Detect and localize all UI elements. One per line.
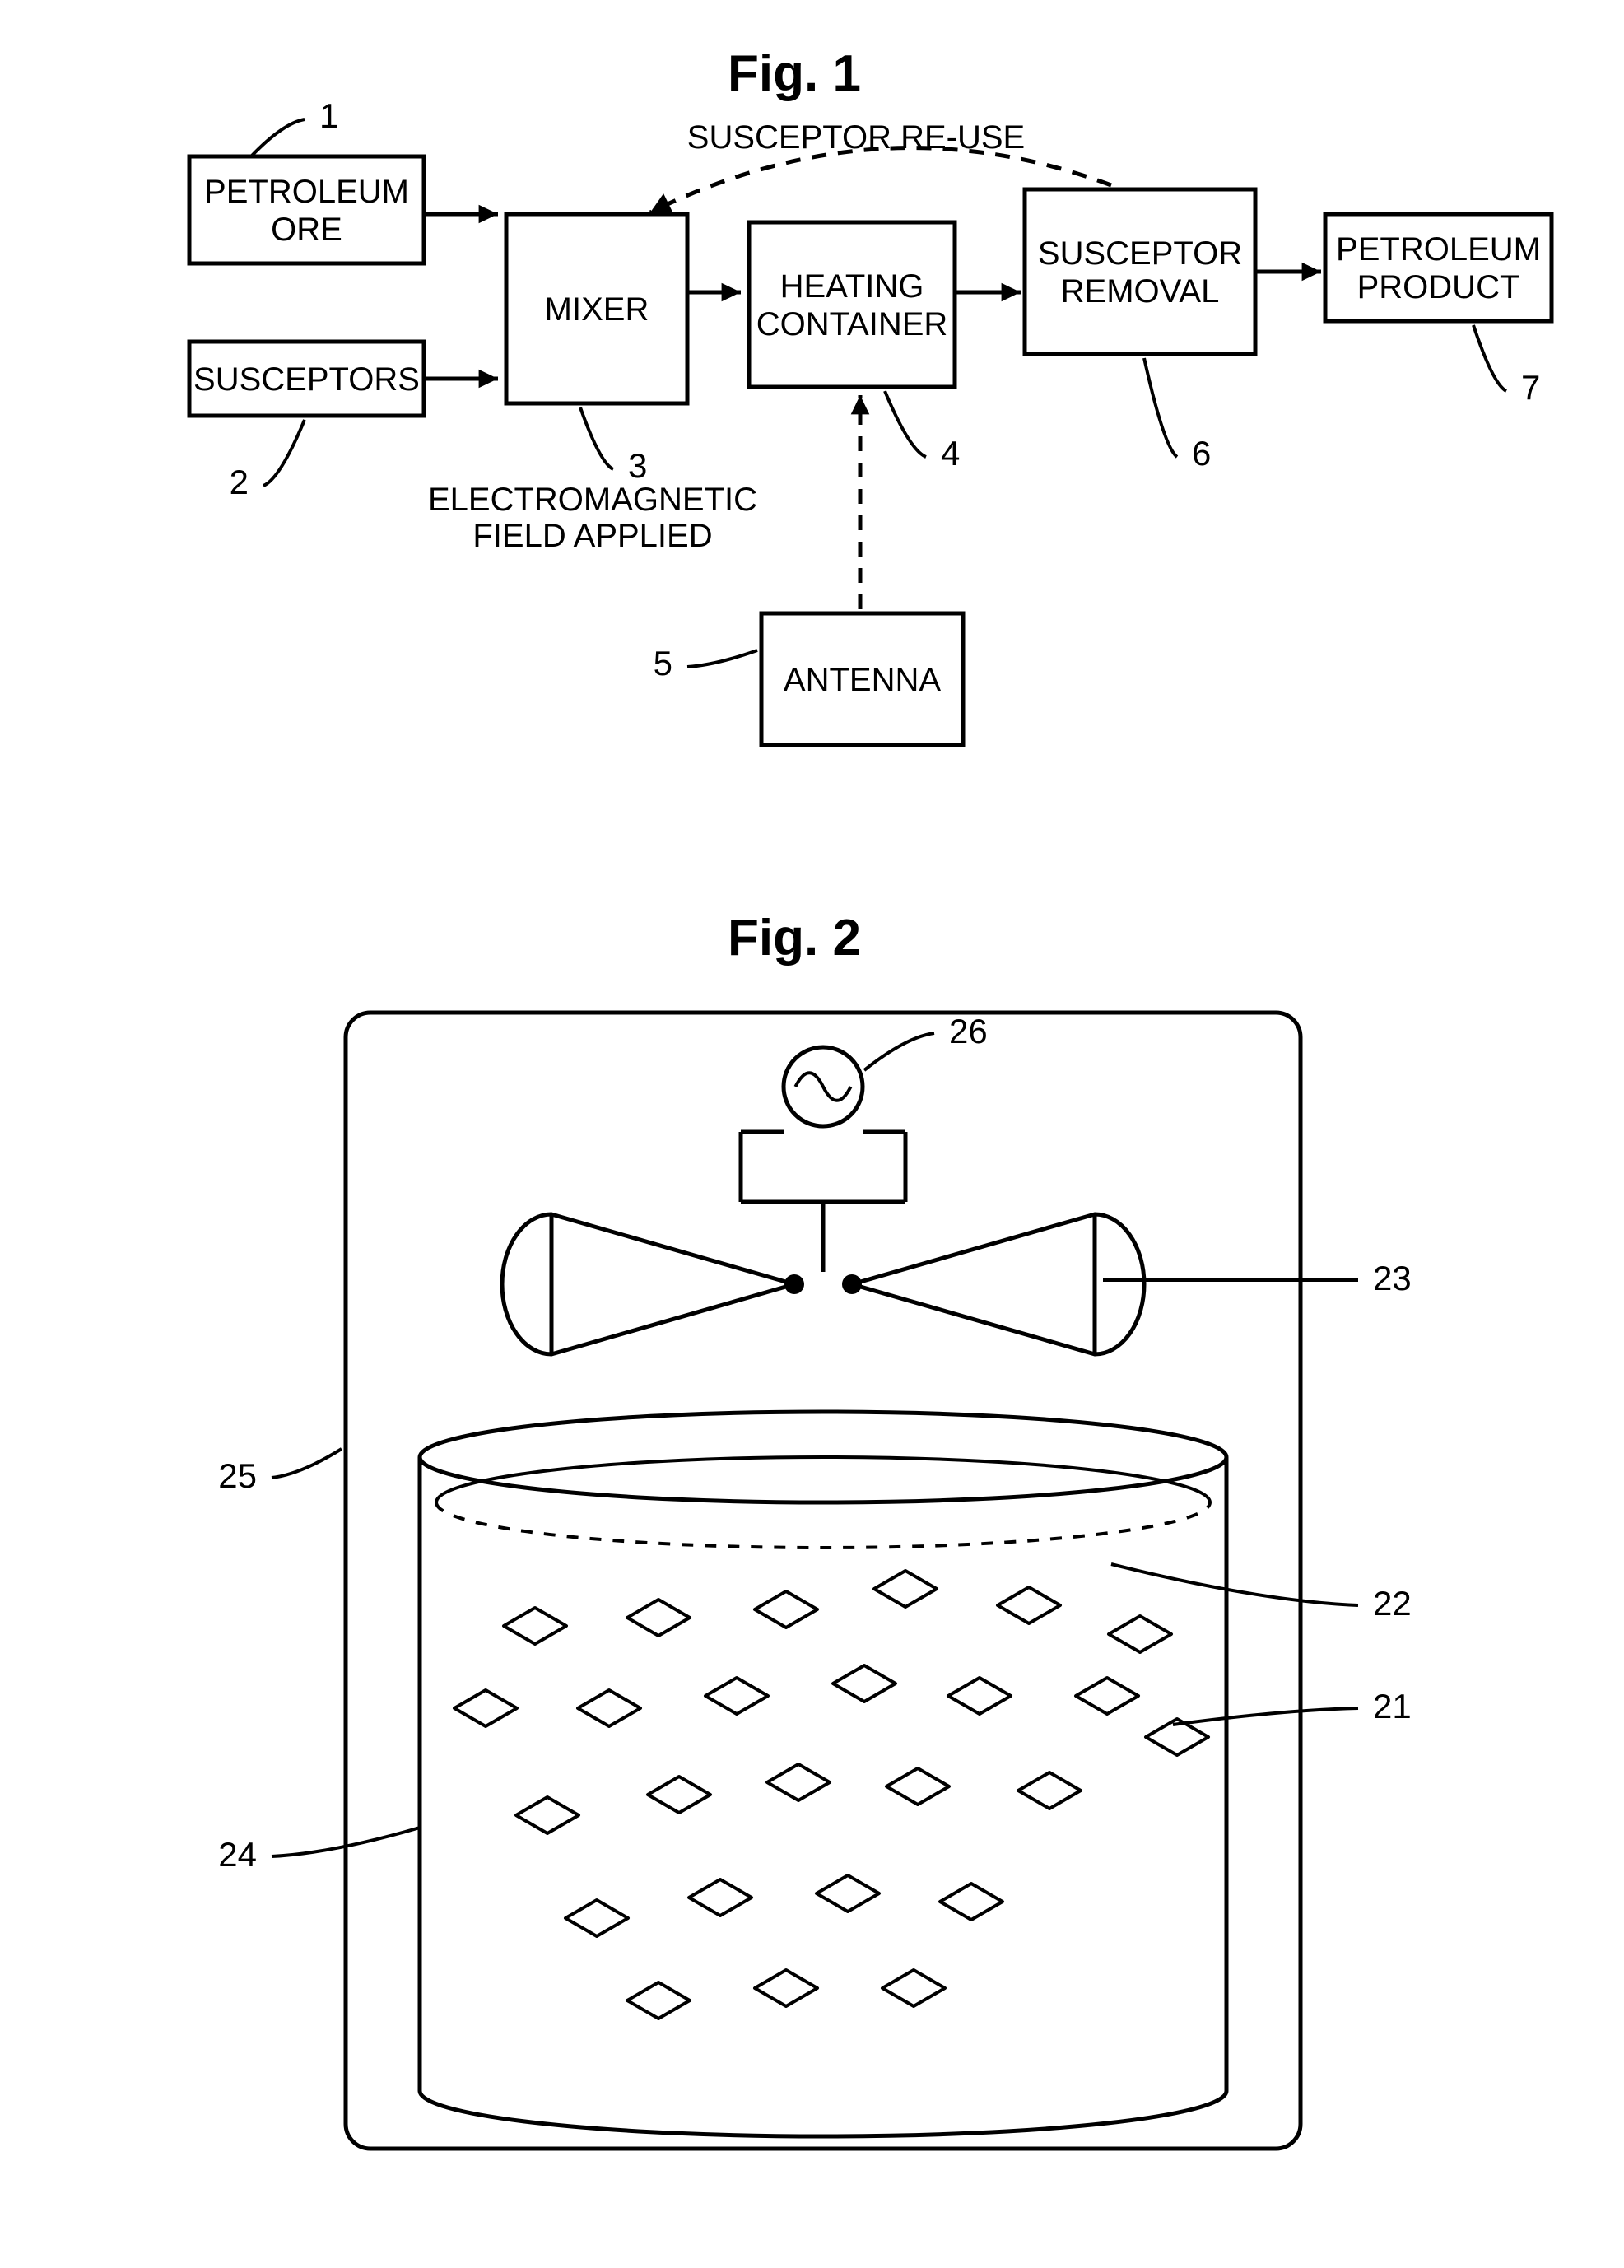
susceptor-particle — [627, 1600, 690, 1636]
susceptor-particle — [1076, 1678, 1138, 1714]
ref-7: 7 — [1521, 368, 1540, 407]
fig1-title: Fig. 1 — [728, 45, 861, 102]
reuse-label: SUSCEPTOR RE-USE — [687, 119, 1025, 156]
block-label-removal: REMOVAL — [1061, 273, 1220, 310]
bowtie-cap — [1095, 1214, 1144, 1354]
block-label-product: PETROLEUM — [1336, 231, 1541, 268]
ref-2: 2 — [230, 463, 249, 501]
ref-1: 1 — [319, 96, 338, 135]
leader-line — [251, 119, 305, 156]
bowtie-wing — [852, 1214, 1095, 1354]
block-label-petroleum_ore: PETROLEUM — [204, 174, 409, 210]
leader-line — [580, 407, 613, 469]
block-label-petroleum_ore: ORE — [271, 212, 342, 248]
liquid-level-back — [436, 1457, 1210, 1502]
susceptor-particle — [1018, 1772, 1081, 1809]
block-label-heating: CONTAINER — [756, 306, 948, 342]
sine-icon — [795, 1073, 850, 1101]
arrow-head — [479, 205, 498, 224]
susceptor-particle — [565, 1900, 628, 1936]
block-label-removal: SUSCEPTOR — [1038, 235, 1242, 272]
emfield-label: ELECTROMAGNETIC — [428, 482, 757, 518]
leader-line — [885, 391, 926, 457]
ref-26: 26 — [949, 1012, 988, 1050]
susceptor-particle — [940, 1884, 1003, 1920]
ref-21: 21 — [1373, 1687, 1412, 1725]
susceptor-particle — [817, 1875, 879, 1912]
fig2-title: Fig. 2 — [728, 910, 861, 966]
susceptor-particle — [948, 1678, 1011, 1714]
susceptor-particle — [886, 1768, 949, 1805]
susceptor-particle — [504, 1608, 566, 1644]
enclosure-box — [346, 1013, 1301, 2149]
susceptor-particle — [755, 1970, 817, 2006]
block-label-mixer: MIXER — [545, 291, 649, 328]
arrow-head — [851, 395, 870, 414]
block-label-product: PRODUCT — [1357, 269, 1520, 305]
susceptor-particle — [516, 1797, 579, 1833]
leader-line — [687, 650, 757, 667]
susceptor-particle — [578, 1690, 640, 1726]
ref-25: 25 — [218, 1456, 257, 1495]
leader-line — [1144, 358, 1177, 457]
vessel-bottom — [420, 2091, 1226, 2136]
susceptor-particle — [627, 1982, 690, 2019]
liquid-level-front — [436, 1502, 1210, 1548]
block-label-antenna: ANTENNA — [784, 662, 941, 698]
ref-4: 4 — [941, 434, 960, 473]
susceptor-particle — [648, 1777, 710, 1813]
emfield-label: FIELD APPLIED — [472, 518, 712, 554]
block-box — [749, 222, 955, 387]
susceptor-particle — [705, 1678, 768, 1714]
ref-23: 23 — [1373, 1259, 1412, 1297]
leader-line — [272, 1449, 342, 1478]
susceptor-particle — [874, 1571, 937, 1607]
ref-22: 22 — [1373, 1584, 1412, 1623]
block-label-susceptors: SUSCEPTORS — [193, 361, 420, 398]
ref-24: 24 — [218, 1835, 257, 1874]
arrow-head — [479, 370, 498, 389]
bowtie-wing — [551, 1214, 794, 1354]
block-label-heating: HEATING — [780, 268, 924, 305]
arrow-head — [1302, 263, 1321, 282]
susceptor-particle — [454, 1690, 517, 1726]
arrow-head — [1002, 283, 1021, 302]
reuse-arc — [650, 148, 1111, 212]
ref-6: 6 — [1192, 434, 1211, 473]
leader-line — [263, 420, 305, 486]
arrow-head — [722, 283, 741, 302]
susceptor-particle — [882, 1970, 945, 2006]
susceptor-particle — [767, 1764, 830, 1800]
leader-line — [1473, 325, 1506, 391]
bowtie-cap — [502, 1214, 551, 1354]
leader-line — [1111, 1564, 1358, 1605]
susceptor-particle — [755, 1591, 817, 1628]
susceptor-particle — [1109, 1616, 1171, 1652]
ref-3: 3 — [628, 446, 647, 485]
susceptor-particle — [998, 1587, 1060, 1623]
susceptor-particle — [689, 1879, 752, 1916]
ref-5: 5 — [654, 644, 672, 682]
susceptor-particle — [833, 1665, 896, 1702]
block-box — [1025, 189, 1255, 354]
leader-line — [864, 1033, 934, 1070]
leader-line — [1173, 1708, 1358, 1725]
